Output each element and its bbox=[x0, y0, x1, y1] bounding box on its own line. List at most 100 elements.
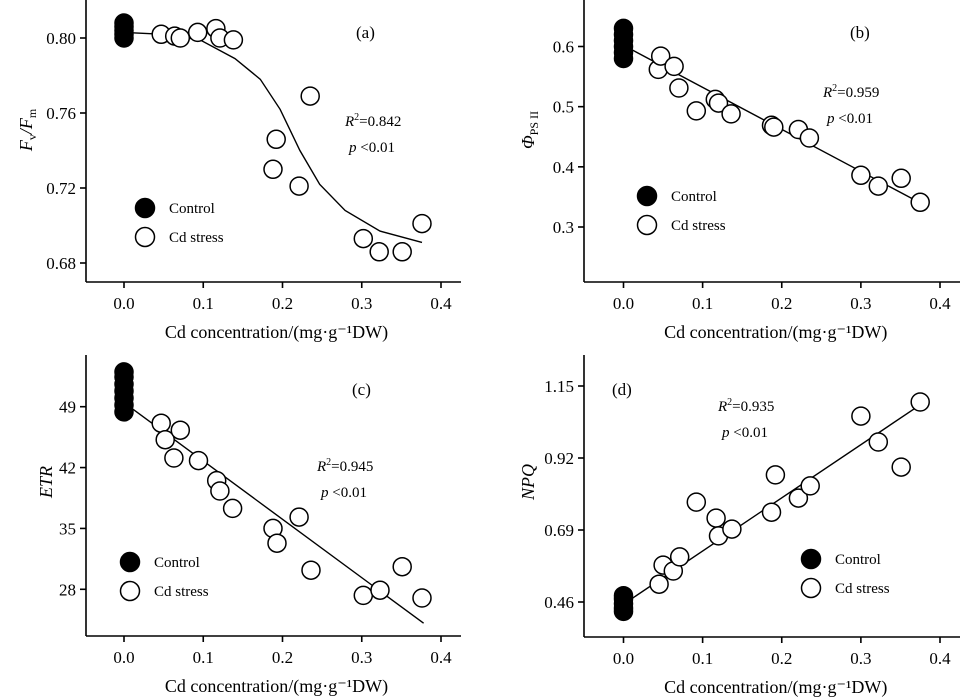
x-tick-label: 0.0 bbox=[113, 648, 134, 667]
p-symbol: p bbox=[320, 485, 329, 501]
x-tick-label: 0.3 bbox=[351, 648, 372, 667]
y-tick-label: 42 bbox=[59, 459, 76, 478]
cd-stress-point bbox=[187, 22, 208, 43]
y-axis-title-main: F bbox=[16, 139, 36, 152]
chart-panel-c: 0.0 0.1 0.2 0.3 0.4 Cd concentration/(mg·g⁻¹D… bbox=[36, 355, 461, 697]
cd-stress-point bbox=[686, 492, 707, 512]
r-squared-annotation: R2=0.959 bbox=[822, 83, 879, 101]
p-symbol: p bbox=[721, 425, 730, 441]
cd-stress-point bbox=[868, 176, 889, 196]
x-tick-label: 0.4 bbox=[929, 649, 951, 668]
p-value-annotation: p <0.01 bbox=[320, 485, 367, 501]
cd-stress-point bbox=[765, 465, 786, 485]
cd-stress-point bbox=[788, 488, 809, 508]
cd-stress-point bbox=[851, 165, 871, 186]
y-tick-label: 28 bbox=[59, 580, 76, 599]
r-squared-symbol: R bbox=[717, 399, 727, 415]
cd-stress-point bbox=[170, 420, 191, 440]
panel-label: (b) bbox=[850, 23, 870, 42]
y-axis-title-sub: v bbox=[25, 134, 39, 140]
cd-stress-point bbox=[669, 78, 689, 98]
p-value: <0.01 bbox=[357, 140, 395, 156]
cd-stress-point bbox=[764, 117, 784, 137]
legend-control-marker bbox=[134, 197, 156, 219]
cd-stress-point bbox=[267, 533, 287, 553]
y-tick-label: 0.3 bbox=[553, 218, 574, 237]
x-tick-label: 0.1 bbox=[692, 649, 713, 668]
legend-label: Control bbox=[835, 552, 881, 568]
cd-stress-point bbox=[910, 192, 930, 213]
control-point bbox=[613, 585, 634, 606]
r-squared-annotation: R2=0.935 bbox=[717, 397, 774, 415]
cd-stress-point bbox=[891, 457, 911, 477]
cd-stress-point bbox=[164, 448, 184, 468]
y-axis-title-mid: /F bbox=[16, 117, 36, 135]
x-tick-label: 0.4 bbox=[929, 294, 951, 313]
chart-panel-d: 0.0 0.1 0.2 0.3 0.4 Cd concentration/(mg·g⁻¹D… bbox=[518, 355, 960, 698]
r-squared-symbol: R bbox=[316, 459, 326, 475]
x-tick-label: 0.2 bbox=[272, 294, 293, 313]
chart-panel-a: 0.0 0.1 0.2 0.3 0.4 Cd concentration/(mg·g⁻¹D… bbox=[16, 0, 461, 343]
cd-stress-point bbox=[223, 30, 244, 50]
cd-stress-point bbox=[151, 413, 171, 433]
cd-stress-point bbox=[392, 556, 412, 577]
y-tick-label: 0.46 bbox=[544, 593, 574, 612]
legend-control-marker bbox=[800, 548, 822, 570]
cd-stress-point bbox=[761, 502, 782, 522]
cd-stress-point bbox=[155, 429, 175, 450]
cd-stress-point bbox=[706, 508, 726, 528]
cd-stress-point bbox=[649, 574, 669, 594]
legend: Control Cd stress bbox=[636, 185, 726, 236]
cd-stress-point bbox=[222, 498, 243, 519]
y-tick-label: 0.72 bbox=[46, 179, 76, 198]
legend-label: Control bbox=[169, 201, 215, 217]
x-tick-label: 0.0 bbox=[613, 649, 634, 668]
legend: Control Cd stress bbox=[119, 551, 209, 602]
y-tick-label: 0.76 bbox=[46, 104, 76, 123]
cd-stress-point bbox=[686, 101, 707, 121]
x-tick-label: 0.2 bbox=[771, 649, 792, 668]
r-squared-exponent: 2 bbox=[727, 397, 732, 408]
legend-cd-stress-marker bbox=[119, 580, 141, 602]
p-value: <0.01 bbox=[329, 485, 367, 501]
cd-stress-point bbox=[392, 242, 412, 262]
x-tick-label: 0.0 bbox=[613, 294, 634, 313]
y-tick-label: 0.92 bbox=[544, 449, 574, 468]
x-tick-label: 0.3 bbox=[850, 649, 871, 668]
y-axis-title-sub: PS II bbox=[527, 111, 541, 135]
cd-stress-point bbox=[301, 560, 321, 580]
cd-stress-point bbox=[664, 56, 684, 77]
y-tick-label: 0.6 bbox=[553, 38, 574, 57]
x-axis-title: Cd concentration/(mg·g⁻¹DW) bbox=[664, 322, 887, 343]
y-tick-label: 0.80 bbox=[46, 29, 76, 48]
x-tick-label: 0.1 bbox=[193, 648, 214, 667]
x-axis-title: Cd concentration/(mg·g⁻¹DW) bbox=[165, 322, 388, 343]
cd-stress-point bbox=[170, 28, 191, 48]
p-value: <0.01 bbox=[835, 111, 873, 127]
r-squared-value: =0.935 bbox=[732, 399, 774, 415]
p-symbol: p bbox=[826, 111, 835, 127]
cd-stress-point bbox=[799, 128, 820, 148]
cd-stress-point bbox=[210, 481, 230, 501]
y-axis-title-main: NPQ bbox=[518, 464, 538, 501]
legend-cd-stress-marker bbox=[800, 577, 822, 599]
x-tick-label: 0.3 bbox=[850, 294, 871, 313]
y-axis-title: ETR bbox=[36, 466, 56, 499]
legend-label: Cd stress bbox=[671, 218, 726, 234]
cd-stress-point bbox=[910, 392, 930, 412]
legend-label: Control bbox=[671, 189, 717, 205]
cd-stress-point bbox=[369, 242, 389, 262]
x-axis-title: Cd concentration/(mg·g⁻¹DW) bbox=[664, 677, 887, 698]
r-squared-symbol: R bbox=[822, 85, 832, 101]
p-value-annotation: p <0.01 bbox=[721, 425, 768, 441]
cd-stress-point bbox=[800, 476, 820, 496]
p-value: <0.01 bbox=[730, 425, 768, 441]
y-tick-label: 35 bbox=[59, 519, 76, 538]
p-symbol: p bbox=[348, 140, 357, 156]
r-squared-value: =0.945 bbox=[331, 459, 373, 475]
legend: Control Cd stress bbox=[800, 548, 890, 599]
panel-label: (d) bbox=[612, 380, 632, 399]
cd-stress-point bbox=[851, 406, 871, 426]
panel-label: (a) bbox=[356, 23, 375, 42]
x-tick-label: 0.1 bbox=[692, 294, 713, 313]
